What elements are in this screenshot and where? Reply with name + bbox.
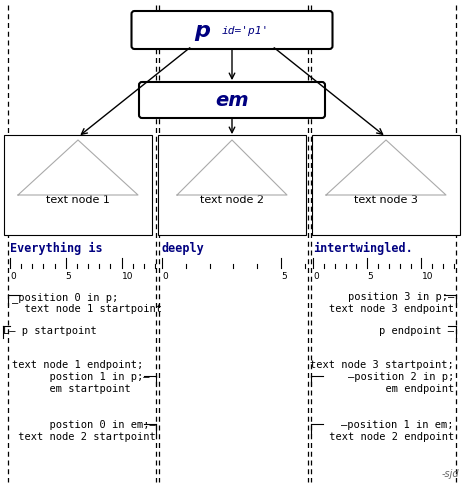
Text: Everything is: Everything is <box>10 242 102 255</box>
Text: text node 3: text node 3 <box>353 195 417 205</box>
Text: —position 2 in p;: —position 2 in p; <box>347 372 453 382</box>
Text: text node 2 startpoint: text node 2 startpoint <box>12 432 156 442</box>
Text: -sjd: -sjd <box>440 469 458 479</box>
Text: postion 1 in p;—: postion 1 in p;— <box>12 372 149 382</box>
Text: —position 1 in em;: —position 1 in em; <box>341 420 453 430</box>
Text: position 3 in p;—: position 3 in p;— <box>347 292 453 302</box>
Text: p: p <box>194 21 209 41</box>
Text: text node 1 endpoint;: text node 1 endpoint; <box>12 360 143 370</box>
Text: intertwingled.: intertwingled. <box>313 242 412 255</box>
Text: text node 2 endpoint: text node 2 endpoint <box>322 432 453 442</box>
Text: 5: 5 <box>281 272 286 281</box>
Text: text node 3 endpoint: text node 3 endpoint <box>328 304 453 314</box>
Text: id='p1': id='p1' <box>221 26 269 36</box>
FancyBboxPatch shape <box>139 82 324 118</box>
Text: postion 0 in em;—: postion 0 in em;— <box>12 420 156 430</box>
Text: deeply: deeply <box>162 242 204 255</box>
Text: 10: 10 <box>420 272 432 281</box>
Text: L— p startpoint: L— p startpoint <box>3 326 97 336</box>
FancyBboxPatch shape <box>131 11 332 49</box>
Text: text node 2: text node 2 <box>200 195 263 205</box>
Bar <box>158 135 305 235</box>
Bar <box>4 135 152 235</box>
Text: 0: 0 <box>313 272 318 281</box>
Text: _position 0 in p;: _position 0 in p; <box>12 292 118 303</box>
Text: em: em <box>215 92 248 111</box>
Text: 5: 5 <box>366 272 372 281</box>
Text: p endpoint —: p endpoint — <box>378 326 453 336</box>
Bar <box>311 135 459 235</box>
Text: 0: 0 <box>162 272 168 281</box>
Text: text node 1 startpoint: text node 1 startpoint <box>12 304 162 314</box>
Text: 5: 5 <box>66 272 71 281</box>
Text: text node 3 startpoint;: text node 3 startpoint; <box>310 360 453 370</box>
Text: em endpoint: em endpoint <box>372 384 453 394</box>
Text: 10: 10 <box>121 272 133 281</box>
Text: text node 1: text node 1 <box>46 195 110 205</box>
Text: 0: 0 <box>10 272 16 281</box>
Text: em startpoint: em startpoint <box>12 384 131 394</box>
